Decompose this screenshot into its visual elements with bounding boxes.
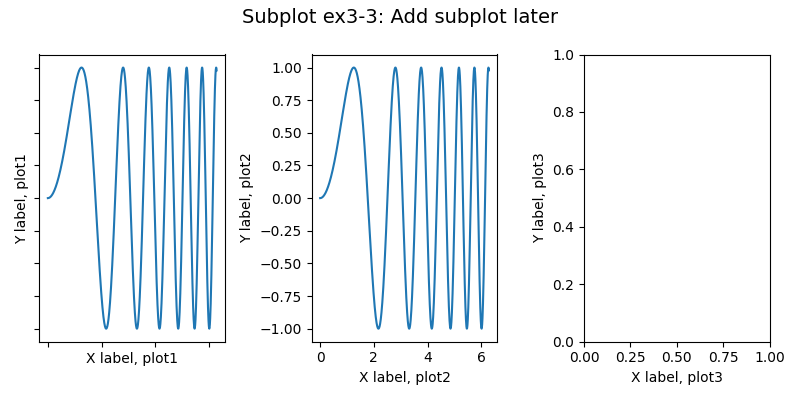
Y-axis label: Y label, plot2: Y label, plot2 (240, 153, 254, 244)
Y-axis label: Y label, plot1: Y label, plot1 (15, 153, 29, 244)
Y-axis label: Y label, plot3: Y label, plot3 (533, 153, 546, 244)
Text: Subplot ex3-3: Add subplot later: Subplot ex3-3: Add subplot later (242, 8, 558, 27)
X-axis label: X label, plot2: X label, plot2 (358, 371, 450, 385)
X-axis label: X label, plot1: X label, plot1 (86, 352, 178, 366)
X-axis label: X label, plot3: X label, plot3 (631, 371, 722, 385)
